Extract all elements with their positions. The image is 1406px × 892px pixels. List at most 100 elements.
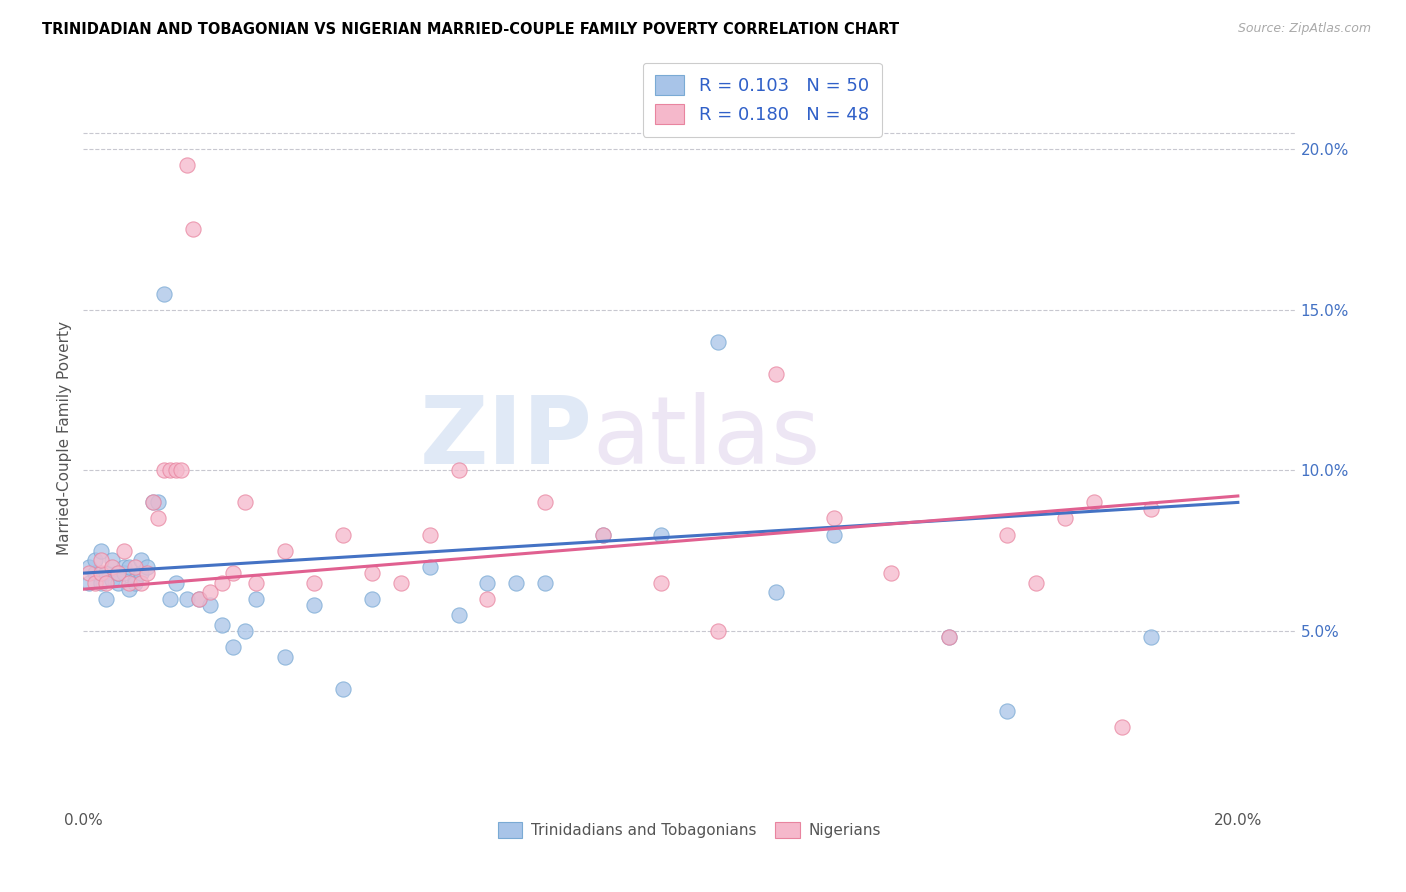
Point [222,566,245,581]
Point [148,511,170,525]
Point [505,575,527,590]
Point [129,575,152,590]
Point [1053,511,1076,525]
Point [159,463,181,477]
Point [200,585,222,599]
Point [77,566,100,581]
Point [118,575,141,590]
Point [112,566,135,581]
Legend: Trinidadians and Tobagonians, Nigerians: Trinidadians and Tobagonians, Nigerians [492,815,887,845]
Point [153,463,176,477]
Point [142,495,165,509]
Point [1111,720,1133,734]
Point [823,511,845,525]
Point [534,495,557,509]
Point [112,559,135,574]
Point [165,575,187,590]
Point [1140,631,1163,645]
Point [90,553,112,567]
Text: ZIP: ZIP [419,392,592,484]
Point [101,553,124,567]
Point [187,591,209,606]
Point [124,559,146,574]
Point [1025,575,1047,590]
Point [211,575,233,590]
Point [361,566,384,581]
Point [938,631,960,645]
Point [592,527,614,541]
Point [96,566,118,581]
Point [534,575,557,590]
Point [233,495,256,509]
Point [176,591,198,606]
Point [200,599,222,613]
Point [211,617,233,632]
Point [592,527,614,541]
Point [124,575,146,590]
Point [765,585,787,599]
Point [181,222,204,236]
Point [765,367,787,381]
Point [83,566,105,581]
Point [245,575,267,590]
Point [187,591,209,606]
Point [90,566,112,581]
Point [118,582,141,597]
Point [135,559,157,574]
Point [83,575,105,590]
Point [159,591,181,606]
Point [135,566,157,581]
Point [83,553,105,567]
Point [880,566,903,581]
Point [77,575,100,590]
Point [176,158,198,172]
Point [142,495,165,509]
Point [707,624,730,638]
Point [419,559,441,574]
Point [447,607,470,622]
Point [447,463,470,477]
Point [129,566,152,581]
Point [389,575,412,590]
Point [1083,495,1105,509]
Point [170,463,193,477]
Point [90,543,112,558]
Text: Source: ZipAtlas.com: Source: ZipAtlas.com [1237,22,1371,36]
Point [274,543,297,558]
Point [129,553,152,567]
Point [245,591,267,606]
Point [823,527,845,541]
Point [650,527,672,541]
Point [96,575,118,590]
Point [222,640,245,654]
Point [1140,501,1163,516]
Point [101,573,124,587]
Point [361,591,384,606]
Point [148,495,170,509]
Point [302,575,325,590]
Point [274,649,297,664]
Point [165,463,187,477]
Point [77,559,100,574]
Point [107,566,129,581]
Point [477,591,499,606]
Point [707,334,730,349]
Point [938,631,960,645]
Point [302,599,325,613]
Point [332,527,354,541]
Point [107,566,129,581]
Point [124,573,146,587]
Point [233,624,256,638]
Point [153,286,176,301]
Point [332,681,354,696]
Point [96,591,118,606]
Point [101,559,124,574]
Text: atlas: atlas [592,392,821,484]
Point [477,575,499,590]
Text: TRINIDADIAN AND TOBAGONIAN VS NIGERIAN MARRIED-COUPLE FAMILY POVERTY CORRELATION: TRINIDADIAN AND TOBAGONIAN VS NIGERIAN M… [42,22,900,37]
Point [995,527,1018,541]
Point [107,575,129,590]
Point [118,559,141,574]
Point [650,575,672,590]
Point [90,575,112,590]
